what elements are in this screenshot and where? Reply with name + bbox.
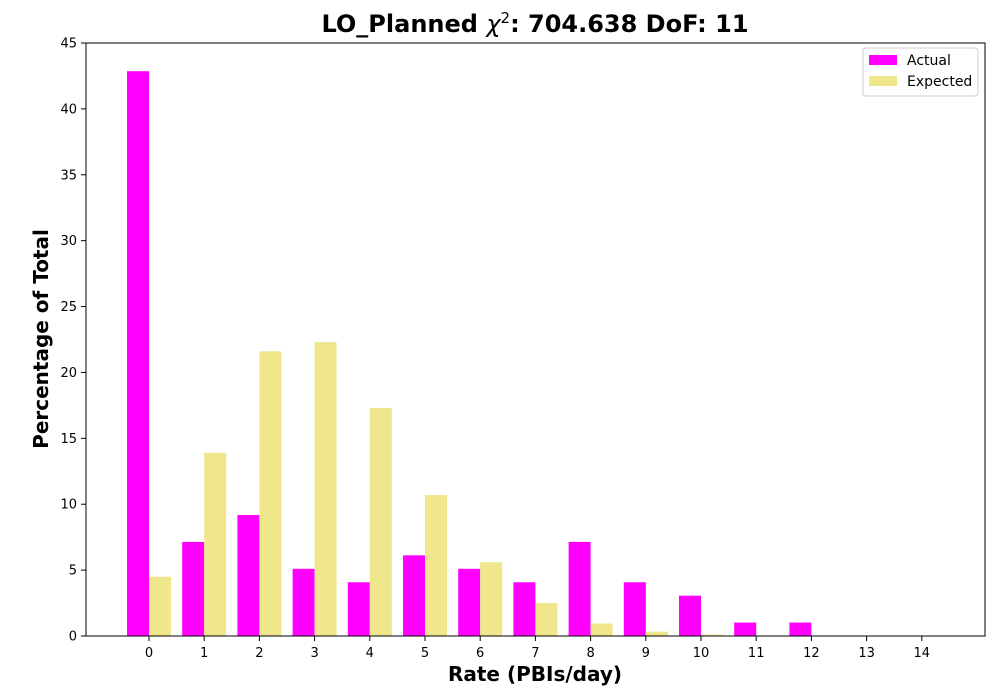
x-tick-label: 5 <box>421 646 429 661</box>
legend-swatch-actual <box>869 55 897 65</box>
legend-swatch-expected <box>869 76 897 86</box>
bar-actual-12 <box>789 622 812 636</box>
bar-expected-8 <box>590 623 613 636</box>
y-axis: 0 5 10 15 20 25 30 35 40 45 <box>60 37 86 645</box>
y-axis-label: Percentage of Total <box>29 229 53 449</box>
y-tick-label: 35 <box>60 168 77 183</box>
x-axis-label: Rate (PBIs/day) <box>448 662 622 686</box>
title-superscript: 2 <box>501 9 511 27</box>
x-tick-label: 9 <box>642 646 650 661</box>
bar-expected-6 <box>480 562 503 636</box>
x-tick-label: 11 <box>748 646 765 661</box>
y-tick-label: 40 <box>60 102 77 117</box>
bar-expected-2 <box>259 351 282 636</box>
bars-group <box>127 71 834 637</box>
bar-actual-8 <box>568 541 591 636</box>
x-tick-label: 0 <box>145 646 153 661</box>
bar-actual-2 <box>237 515 260 636</box>
bar-expected-9 <box>645 631 668 636</box>
y-tick-label: 20 <box>60 366 77 381</box>
title-suffix: : 704.638 DoF: 11 <box>510 10 748 38</box>
bar-expected-7 <box>535 603 558 636</box>
x-tick-label: 4 <box>366 646 374 661</box>
bar-expected-10 <box>701 634 723 636</box>
bar-expected-0 <box>149 576 171 636</box>
x-tick-label: 8 <box>586 646 594 661</box>
x-tick-label: 3 <box>310 646 318 661</box>
bar-expected-4 <box>369 408 392 636</box>
bar-actual-9 <box>623 582 646 636</box>
bar-actual-5 <box>403 555 425 636</box>
x-tick-label: 2 <box>255 646 263 661</box>
x-tick-label: 14 <box>914 646 931 661</box>
bar-actual-3 <box>292 568 315 636</box>
y-tick-label: 45 <box>60 37 77 52</box>
legend: Actual Expected <box>862 47 979 97</box>
x-tick-label: 1 <box>200 646 208 661</box>
bar-expected-1 <box>204 452 227 636</box>
title-chi-symbol: χ <box>484 10 501 38</box>
chart-title: LO_Planned χ2: 704.638 DoF: 11 <box>321 9 748 38</box>
bar-actual-7 <box>513 582 536 636</box>
y-tick-label: 30 <box>60 234 77 249</box>
x-tick-label: 7 <box>531 646 539 661</box>
bar-actual-0 <box>127 71 149 637</box>
legend-label-expected: Expected <box>907 74 972 90</box>
x-axis: 0 1 2 3 4 5 6 7 8 9 10 11 12 13 14 <box>145 636 930 661</box>
bar-actual-10 <box>679 595 701 636</box>
bar-actual-11 <box>734 622 757 636</box>
x-tick-label: 10 <box>693 646 710 661</box>
y-tick-label: 15 <box>60 432 77 447</box>
bar-actual-1 <box>182 541 205 636</box>
legend-label-actual: Actual <box>907 53 951 69</box>
y-tick-label: 0 <box>69 630 77 645</box>
bar-actual-6 <box>458 568 481 636</box>
x-tick-label: 12 <box>803 646 820 661</box>
y-tick-label: 25 <box>60 300 77 315</box>
x-tick-label: 6 <box>476 646 484 661</box>
bar-expected-5 <box>425 494 447 636</box>
y-tick-label: 5 <box>69 564 77 579</box>
plot-frame <box>85 42 986 637</box>
bar-expected-3 <box>314 342 337 636</box>
title-prefix: LO_Planned <box>321 10 486 38</box>
bar-actual-4 <box>347 582 370 636</box>
y-tick-label: 10 <box>60 498 77 513</box>
x-tick-label: 13 <box>858 646 875 661</box>
